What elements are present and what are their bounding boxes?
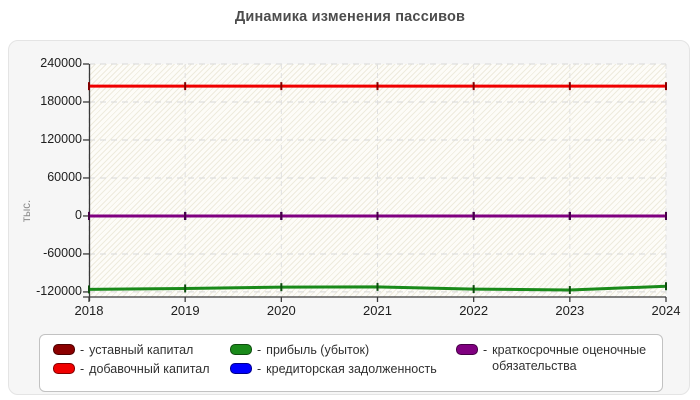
y-tick-label: -60000: [43, 245, 82, 260]
legend-column-2: - прибыль (убыток) - кредиторская задолженн…: [230, 342, 437, 380]
legend-item: - краткосрочные оценочные обязательства: [456, 342, 662, 374]
legend-label: кредиторская задолженность: [266, 362, 437, 376]
legend-dash: -: [257, 362, 262, 376]
y-tick-label: 180000: [40, 93, 82, 108]
legend-dash: -: [80, 343, 85, 357]
x-tick-label: 2019: [170, 303, 200, 318]
legend-label: краткосрочные оценочные обязательства: [492, 343, 647, 373]
legend-column-1: - уставный капитал - добавочный капитал: [53, 342, 210, 380]
legend-swatch: [230, 344, 252, 355]
chart-panel: тыс. 240000 180000 120000 60000 0 -60000 -1200…: [8, 40, 690, 395]
legend-dash: -: [80, 362, 85, 376]
legend-swatch: [456, 344, 478, 355]
x-tick-label: 2023: [555, 303, 585, 318]
legend-item: - кредиторская задолженность: [230, 361, 437, 377]
legend-label: уставный капитал: [89, 343, 194, 357]
y-tick-label: 120000: [40, 131, 82, 146]
legend-swatch: [53, 344, 75, 355]
legend-item: - уставный капитал: [53, 342, 210, 358]
y-tick-label: 0: [75, 207, 82, 222]
legend-label: прибыль (убыток): [266, 343, 370, 357]
legend-item: - прибыль (убыток): [230, 342, 437, 358]
legend-label: добавочный капитал: [89, 362, 210, 376]
y-tick-label: 240000: [40, 56, 82, 70]
legend-dash: -: [257, 343, 262, 357]
legend-swatch: [230, 363, 252, 374]
legend-swatch: [53, 363, 75, 374]
legend-item: - добавочный капитал: [53, 361, 210, 377]
chart-title: Динамика изменения пассивов: [234, 9, 466, 25]
legend-dash: -: [483, 343, 488, 357]
x-tick-label: 2021: [363, 303, 392, 318]
legend-column-3: - краткосрочные оценочные обязательства: [456, 342, 662, 377]
y-tick-label: -120000: [36, 283, 82, 298]
x-tick-label: 2020: [266, 303, 296, 318]
y-tick-label: 60000: [47, 169, 82, 184]
x-tick-label: 2018: [74, 303, 104, 318]
legend-box: - уставный капитал - добавочный капитал - пр…: [39, 334, 663, 392]
x-tick-label: 2022: [459, 303, 489, 318]
plot-canvas: [83, 63, 667, 302]
x-tick-label: 2024: [651, 303, 681, 318]
